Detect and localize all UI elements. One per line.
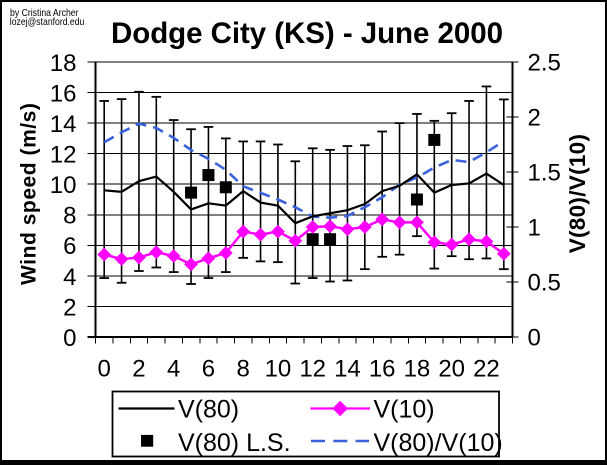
svg-text:2.5: 2.5	[528, 50, 561, 77]
svg-text:18: 18	[404, 356, 431, 383]
svg-text:22: 22	[473, 356, 500, 383]
svg-text:V(80)/V(10): V(80)/V(10)	[565, 134, 590, 254]
svg-text:0: 0	[528, 325, 541, 352]
svg-text:10: 10	[50, 172, 77, 199]
svg-text:0.5: 0.5	[528, 270, 561, 297]
svg-text:6: 6	[202, 356, 215, 383]
svg-text:1: 1	[528, 215, 541, 242]
svg-text:Dodge City (KS) - June 2000: Dodge City (KS) - June 2000	[111, 17, 503, 50]
svg-text:14: 14	[50, 111, 77, 138]
svg-text:2: 2	[63, 294, 76, 321]
svg-text:2: 2	[528, 105, 541, 132]
svg-text:14: 14	[334, 356, 361, 383]
svg-text:0: 0	[98, 356, 111, 383]
svg-text:10: 10	[265, 356, 292, 383]
svg-text:Wind speed (m/s): Wind speed (m/s)	[17, 103, 40, 285]
svg-text:1.5: 1.5	[528, 160, 561, 187]
svg-text:V(80): V(80)	[178, 396, 239, 424]
svg-text:V(10): V(10)	[374, 396, 435, 424]
svg-text:by Cristina Archer: by Cristina Archer	[10, 7, 79, 19]
svg-text:8: 8	[237, 356, 250, 383]
svg-text:2: 2	[132, 356, 145, 383]
svg-text:lozej@stanford.edu: lozej@stanford.edu	[10, 16, 85, 28]
svg-text:12: 12	[299, 356, 326, 383]
svg-text:8: 8	[63, 203, 76, 230]
svg-text:18: 18	[50, 50, 77, 77]
svg-text:6: 6	[63, 233, 76, 260]
svg-text:12: 12	[50, 142, 77, 169]
svg-text:V(80)/V(10): V(80)/V(10)	[374, 429, 503, 457]
svg-text:4: 4	[167, 356, 180, 383]
svg-text:V(80) L.S.: V(80) L.S.	[178, 429, 291, 457]
svg-text:20: 20	[438, 356, 465, 383]
svg-text:16: 16	[369, 356, 396, 383]
svg-text:16: 16	[50, 80, 77, 107]
svg-text:0: 0	[63, 325, 76, 352]
svg-text:4: 4	[63, 264, 76, 291]
